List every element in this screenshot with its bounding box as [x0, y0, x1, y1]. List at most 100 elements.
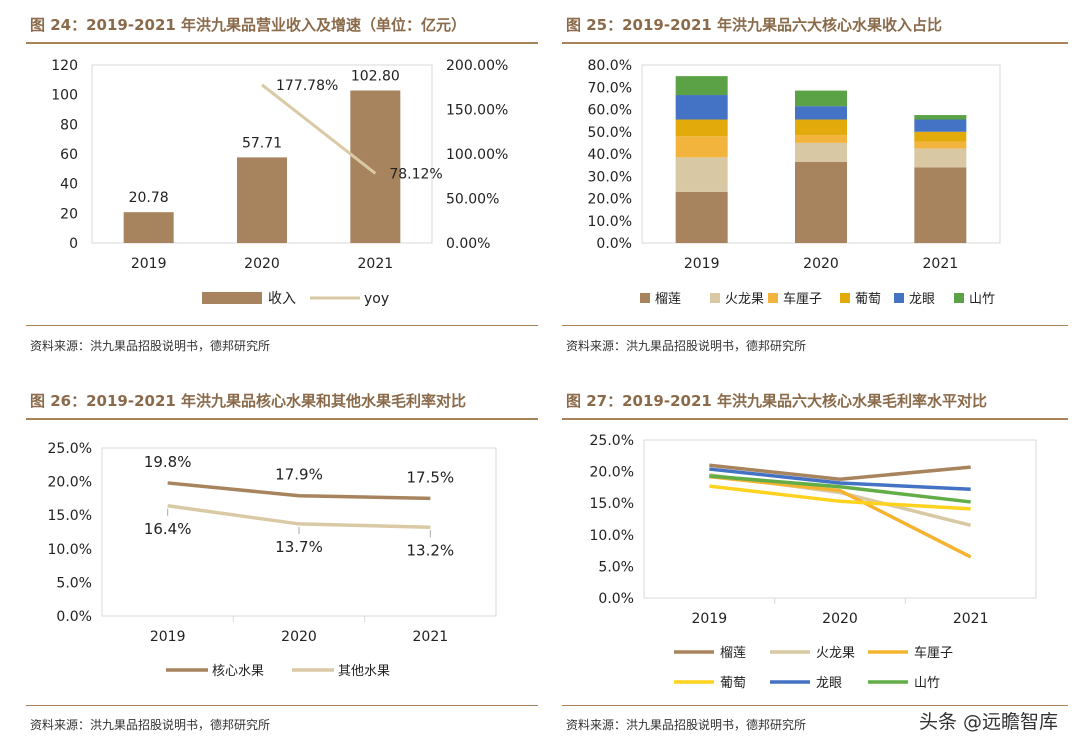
- y2-tick-label: 150.00%: [446, 103, 508, 119]
- legend-label: 山竹: [914, 676, 940, 691]
- figure-25-title: 图 25：2019-2021 年洪九果品六大核心水果收入占比: [566, 16, 943, 34]
- data-label: 19.8%: [144, 453, 192, 471]
- x-tick-label: 2019: [684, 256, 720, 272]
- stacked-bar-segment: [795, 161, 847, 243]
- legend-swatch: [710, 293, 720, 303]
- y-tick-label: 15.0%: [48, 508, 92, 524]
- series-line: [709, 463, 971, 481]
- figure-24-chart: 0 20 40 60 80 100 120 0.00% 50.00% 100.00% 150.00%…: [51, 58, 508, 307]
- y-tick-label: 120: [51, 58, 78, 74]
- legend-swatch: [640, 293, 650, 303]
- y-tick-label: 0.0%: [596, 236, 632, 252]
- plot-frame: [643, 439, 1037, 599]
- y-tick-label: 20.0%: [48, 475, 92, 491]
- x-tick-label: 2020: [803, 256, 839, 272]
- data-label: 17.5%: [407, 468, 455, 486]
- legend-label: 收入: [268, 291, 296, 307]
- legend-label: 葡萄: [720, 676, 746, 691]
- x-tick-label: 2021: [358, 256, 394, 272]
- y-tick-label: 30.0%: [588, 169, 632, 185]
- figure-27-title-rule: [562, 418, 1068, 420]
- x-tick-label: 2021: [953, 611, 989, 627]
- legend-swatch: [768, 293, 778, 303]
- y-tick-label: 10.0%: [590, 528, 634, 544]
- stacked-bar-segment: [675, 95, 728, 120]
- y-tick-label: 20.0%: [590, 465, 634, 481]
- y-tick-label: 5.0%: [56, 575, 92, 591]
- figure-27-chart: 0.0% 5.0% 10.0% 15.0% 20.0% 25.0% 2019 2020 2021…: [590, 433, 1037, 691]
- legend-label: 葡萄: [855, 292, 881, 307]
- stacked-bar-segment: [914, 115, 967, 120]
- legend-label: 其他水果: [338, 664, 390, 679]
- watermark: 头条 @远瞻智库: [918, 711, 1058, 733]
- data-label: 13.7%: [275, 538, 323, 556]
- stacked-bar-segment: [675, 157, 728, 192]
- stacked-bar-segment: [914, 148, 967, 168]
- legend-label: 龙眼: [816, 676, 842, 691]
- bar: [350, 90, 401, 243]
- legend-swatch-revenue: [202, 292, 262, 304]
- figure-25-chart: 0.0% 10.0% 20.0% 30.0% 40.0% 50.0% 60.0% 70.0% 8…: [588, 58, 1001, 307]
- y-tick-label: 60.0%: [588, 103, 632, 119]
- figure-27-source: 资料来源：洪九果品招股说明书，德邦研究所: [566, 718, 807, 732]
- figure-25-source-rule: [562, 325, 1068, 326]
- legend-label: 火龙果: [816, 646, 855, 661]
- figure-24-title: 图 24：2019-2021 年洪九果品营业收入及增速（单位：亿元）: [30, 16, 467, 34]
- stacked-bar-segment: [914, 131, 967, 142]
- legend-swatch: [894, 293, 904, 303]
- y-tick-label: 10.0%: [48, 542, 92, 558]
- series-line: [709, 484, 971, 511]
- x-tick-label: 2019: [692, 611, 728, 627]
- x-tick-label: 2019: [131, 256, 167, 272]
- series-line: [709, 467, 971, 492]
- y-tick-label: 0.0%: [598, 591, 634, 607]
- data-label: 177.78%: [276, 78, 338, 94]
- y2-tick-label: 0.00%: [446, 236, 490, 252]
- y-tick-label: 100: [51, 88, 78, 104]
- y-tick-label: 0.0%: [56, 609, 92, 625]
- x-tick-label: 2021: [413, 629, 449, 645]
- x-tick-label: 2020: [244, 256, 280, 272]
- data-label: 57.71: [242, 135, 282, 151]
- y2-tick-label: 100.00%: [446, 147, 508, 163]
- figure-27-source-rule: [562, 705, 1068, 706]
- y-tick-label: 50.0%: [588, 125, 632, 141]
- y-tick-label: 10.0%: [588, 214, 632, 230]
- figure-25-source: 资料来源：洪九果品招股说明书，德邦研究所: [566, 339, 807, 353]
- x-tick-label: 2021: [923, 256, 959, 272]
- data-label: 17.9%: [275, 466, 323, 484]
- series-line-yoy: [261, 83, 377, 175]
- x-tick-label: 2020: [281, 629, 317, 645]
- stacked-bar-segment: [675, 119, 728, 137]
- stacked-bar-segment: [795, 135, 847, 143]
- legend-label: 车厘子: [783, 291, 822, 307]
- stacked-bar-segment: [795, 106, 847, 120]
- y-tick-label: 20.0%: [588, 192, 632, 208]
- legend-swatch: [954, 293, 964, 303]
- x-tick-label: 2019: [150, 629, 186, 645]
- stacked-bar-segment: [675, 76, 728, 96]
- y2-tick-label: 50.00%: [446, 192, 499, 208]
- figure-27-title: 图 27：2019-2021 年洪九果品六大核心水果毛利率水平对比: [566, 392, 988, 410]
- y2-tick-label: 200.00%: [446, 58, 508, 74]
- y-tick-label: 70.0%: [588, 80, 632, 96]
- x-tick-label: 2020: [822, 611, 858, 627]
- data-label: 16.4%: [144, 520, 192, 538]
- y-tick-label: 15.0%: [590, 496, 634, 512]
- figure-24-title-rule: [26, 42, 538, 44]
- figure-26-source-rule: [26, 705, 538, 706]
- y-tick-label: 0: [69, 236, 78, 252]
- legend-label: yoy: [364, 291, 389, 307]
- legend-label: 山竹: [969, 292, 995, 307]
- legend-label: 榴莲: [720, 646, 746, 661]
- figure-26-title: 图 26：2019-2021 年洪九果品核心水果和其他水果毛利率对比: [30, 392, 467, 410]
- y-tick-label: 20: [60, 206, 78, 222]
- series-line: [167, 504, 431, 530]
- y-tick-label: 80.0%: [588, 58, 632, 74]
- legend-label: 榴莲: [655, 292, 681, 307]
- stacked-bar-segment: [675, 191, 728, 243]
- y-tick-label: 40: [60, 177, 78, 193]
- y-tick-label: 40.0%: [588, 147, 632, 163]
- stacked-bar-segment: [914, 141, 967, 149]
- data-label: 78.12%: [389, 166, 442, 182]
